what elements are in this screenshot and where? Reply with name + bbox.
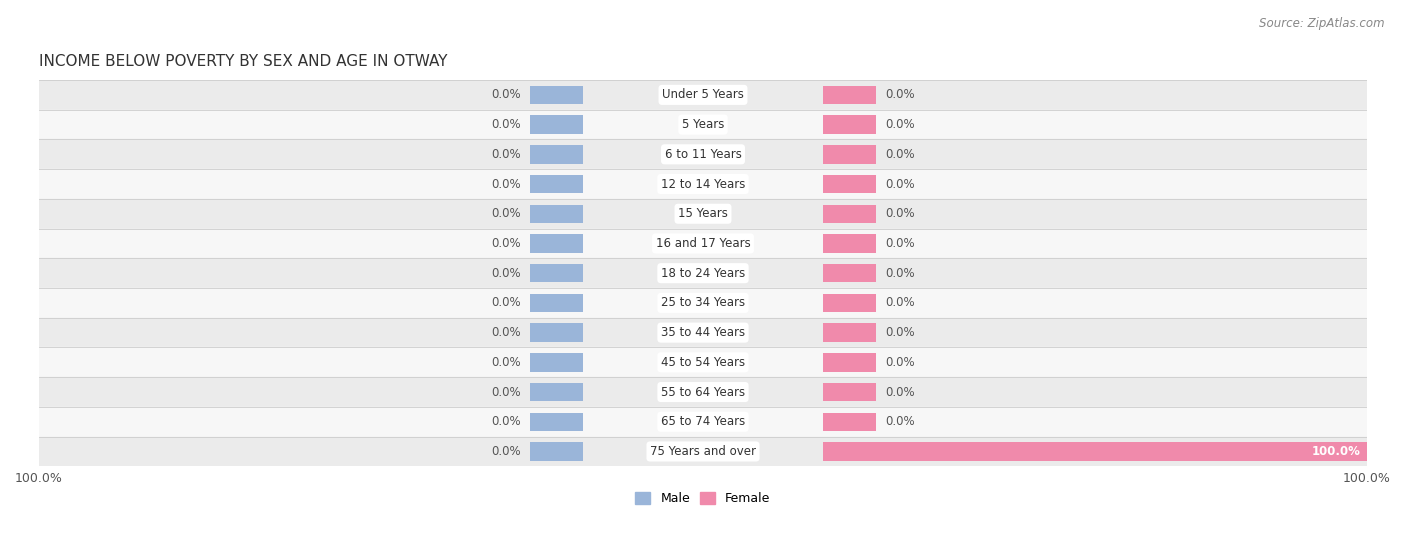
Text: 0.0%: 0.0% bbox=[491, 386, 520, 399]
Bar bbox=[39, 258, 1367, 288]
Text: 0.0%: 0.0% bbox=[886, 415, 915, 428]
Bar bbox=[530, 175, 583, 193]
Bar bbox=[530, 413, 583, 431]
Text: 12 to 14 Years: 12 to 14 Years bbox=[661, 178, 745, 191]
Bar bbox=[823, 234, 876, 253]
Bar bbox=[823, 442, 1406, 461]
Bar bbox=[823, 86, 876, 104]
Text: 0.0%: 0.0% bbox=[886, 267, 915, 280]
Bar bbox=[823, 293, 876, 312]
Text: INCOME BELOW POVERTY BY SEX AND AGE IN OTWAY: INCOME BELOW POVERTY BY SEX AND AGE IN O… bbox=[39, 54, 447, 69]
Text: 0.0%: 0.0% bbox=[886, 326, 915, 339]
Bar bbox=[39, 199, 1367, 229]
Bar bbox=[823, 145, 876, 164]
Bar bbox=[39, 318, 1367, 348]
Bar bbox=[530, 353, 583, 372]
Legend: Male, Female: Male, Female bbox=[630, 487, 776, 510]
Bar bbox=[530, 205, 583, 223]
Text: 0.0%: 0.0% bbox=[886, 148, 915, 161]
Text: 0.0%: 0.0% bbox=[886, 296, 915, 309]
Text: 100.0%: 100.0% bbox=[1312, 445, 1361, 458]
Text: 35 to 44 Years: 35 to 44 Years bbox=[661, 326, 745, 339]
Bar bbox=[823, 324, 876, 342]
Text: 0.0%: 0.0% bbox=[491, 356, 520, 369]
Bar bbox=[823, 175, 876, 193]
Text: 25 to 34 Years: 25 to 34 Years bbox=[661, 296, 745, 309]
Text: 0.0%: 0.0% bbox=[886, 207, 915, 220]
Text: 0.0%: 0.0% bbox=[491, 326, 520, 339]
Text: 0.0%: 0.0% bbox=[491, 267, 520, 280]
Bar bbox=[530, 442, 583, 461]
Bar bbox=[39, 229, 1367, 258]
Bar bbox=[530, 145, 583, 164]
Bar bbox=[823, 413, 876, 431]
Text: 0.0%: 0.0% bbox=[886, 118, 915, 131]
Bar bbox=[530, 264, 583, 282]
Bar bbox=[39, 407, 1367, 437]
Text: 0.0%: 0.0% bbox=[491, 88, 520, 101]
Text: 5 Years: 5 Years bbox=[682, 118, 724, 131]
Text: 0.0%: 0.0% bbox=[491, 207, 520, 220]
Bar bbox=[39, 288, 1367, 318]
Text: 65 to 74 Years: 65 to 74 Years bbox=[661, 415, 745, 428]
Text: 55 to 64 Years: 55 to 64 Years bbox=[661, 386, 745, 399]
Text: 0.0%: 0.0% bbox=[491, 178, 520, 191]
Bar bbox=[530, 86, 583, 104]
Text: 0.0%: 0.0% bbox=[491, 415, 520, 428]
Bar bbox=[39, 169, 1367, 199]
Text: 0.0%: 0.0% bbox=[491, 148, 520, 161]
Bar bbox=[39, 377, 1367, 407]
Text: 0.0%: 0.0% bbox=[886, 386, 915, 399]
Text: 18 to 24 Years: 18 to 24 Years bbox=[661, 267, 745, 280]
Bar bbox=[530, 293, 583, 312]
Text: 75 Years and over: 75 Years and over bbox=[650, 445, 756, 458]
Bar bbox=[530, 383, 583, 401]
Bar bbox=[823, 115, 876, 134]
Bar bbox=[823, 205, 876, 223]
Bar bbox=[823, 383, 876, 401]
Text: 0.0%: 0.0% bbox=[886, 237, 915, 250]
Bar bbox=[530, 115, 583, 134]
Bar bbox=[823, 353, 876, 372]
Bar bbox=[39, 110, 1367, 139]
Text: 0.0%: 0.0% bbox=[886, 178, 915, 191]
Text: 0.0%: 0.0% bbox=[491, 237, 520, 250]
Text: 15 Years: 15 Years bbox=[678, 207, 728, 220]
Bar bbox=[39, 437, 1367, 466]
Bar bbox=[530, 324, 583, 342]
Text: 0.0%: 0.0% bbox=[491, 445, 520, 458]
Bar bbox=[39, 80, 1367, 110]
Text: 0.0%: 0.0% bbox=[491, 296, 520, 309]
Text: 0.0%: 0.0% bbox=[886, 88, 915, 101]
Text: 6 to 11 Years: 6 to 11 Years bbox=[665, 148, 741, 161]
Text: 0.0%: 0.0% bbox=[886, 356, 915, 369]
Text: Under 5 Years: Under 5 Years bbox=[662, 88, 744, 101]
Bar bbox=[823, 264, 876, 282]
Text: 16 and 17 Years: 16 and 17 Years bbox=[655, 237, 751, 250]
Text: 0.0%: 0.0% bbox=[491, 118, 520, 131]
Text: Source: ZipAtlas.com: Source: ZipAtlas.com bbox=[1260, 17, 1385, 30]
Bar bbox=[530, 234, 583, 253]
Text: 45 to 54 Years: 45 to 54 Years bbox=[661, 356, 745, 369]
Bar bbox=[39, 139, 1367, 169]
Bar bbox=[39, 348, 1367, 377]
